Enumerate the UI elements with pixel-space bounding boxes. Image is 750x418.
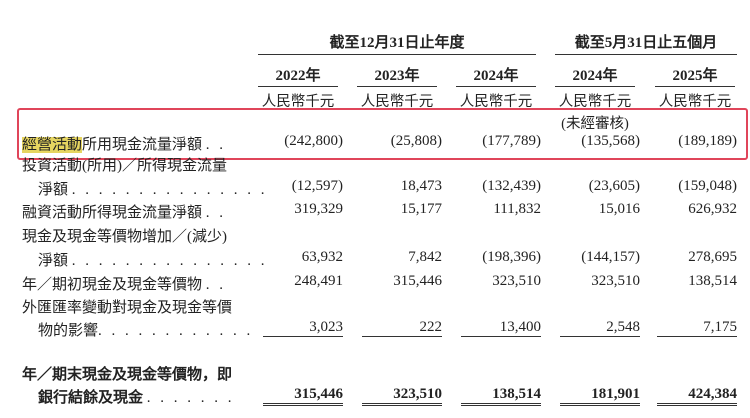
header-group-year-ended: 截至12月31日止年度 <box>258 31 536 55</box>
table-cell-value: 315,446 <box>263 386 343 406</box>
table-cell-value: 315,446 <box>393 273 442 289</box>
year-2024: 2024年 <box>456 64 536 87</box>
label-text: 銀行結餘及現金 <box>38 390 144 406</box>
unit-label: 人民幣千元 <box>360 94 434 110</box>
row-label-closing-cash: 年／期末現金及現金等價物，即 <box>22 367 233 383</box>
leader-dots: . . . . . . . . . . . . . . . <box>71 182 268 198</box>
table-cell-value: 323,510 <box>591 273 640 289</box>
unit-label: 人民幣千元 <box>261 94 335 110</box>
label-text: 年／期初現金及現金等價物 <box>22 277 203 293</box>
table-cell-value: 15,177 <box>400 201 442 217</box>
unit-label: 人民幣千元 <box>459 94 533 110</box>
leader-dots: . . <box>205 205 227 221</box>
year-2022: 2022年 <box>258 64 338 87</box>
table-cell-value: 138,514 <box>688 273 737 289</box>
table-cell-value: (25,808) <box>390 133 442 149</box>
leader-dots: . . <box>205 137 227 153</box>
table-cell-value: 15,016 <box>598 201 640 217</box>
row-label-investing: 投資活動(所用)／所得現金流量 <box>22 158 227 174</box>
table-cell-value: 323,510 <box>492 273 541 289</box>
row-label-operating: 經營活動所用現金流量淨額 . . <box>22 133 226 154</box>
table-cell-value: 319,329 <box>294 201 343 217</box>
row-label-closing-cash-cont: 銀行結餘及現金 . . . . . . . <box>38 386 235 407</box>
row-label-net-change-cont: 淨額 . . . . . . . . . . . . . . . <box>38 249 268 270</box>
year-2024-5m: 2024年 <box>555 64 635 87</box>
leader-dots: . . . . . . . . . . . . <box>98 323 254 339</box>
highlighted-text: 經營活動 <box>22 137 83 153</box>
row-label-net-change: 現金及現金等價物增加／(減少) <box>22 229 227 245</box>
row-label-fx-effect: 外匯匯率變動對現金及現金等價 <box>22 300 233 316</box>
unit-label: 人民幣千元 <box>558 94 632 110</box>
table-cell-value: (189,189) <box>678 133 737 149</box>
table-cell-value: 278,695 <box>688 249 737 265</box>
row-label-opening-cash: 年／期初現金及現金等價物 . . <box>22 273 226 294</box>
leader-dots: . . . . . . . <box>146 390 235 406</box>
table-cell-value: (144,157) <box>581 249 640 265</box>
table-cell-value: (242,800) <box>284 133 343 149</box>
table-cell-value: (12,597) <box>291 178 343 194</box>
table-cell-value: 626,932 <box>688 201 737 217</box>
highlight-box <box>17 108 748 160</box>
table-cell-value: 13,400 <box>461 319 541 337</box>
year-2023: 2023年 <box>357 64 437 87</box>
unaudited-label: (未經審核) <box>561 116 629 132</box>
row-label-investing-cont: 淨額 . . . . . . . . . . . . . . . <box>38 178 268 199</box>
table-cell-value: (177,789) <box>482 133 541 149</box>
table-cell-value: (159,048) <box>678 178 737 194</box>
table-cell-value: 63,932 <box>301 249 343 265</box>
table-cell-value: 2,548 <box>560 319 640 337</box>
table-cell-value: (23,605) <box>588 178 640 194</box>
table-cell-value: 323,510 <box>362 386 442 406</box>
leader-dots: . . <box>205 277 227 293</box>
table-cell-value: (198,396) <box>482 249 541 265</box>
table-cell-value: (135,568) <box>581 133 640 149</box>
label-text: 物的影響 <box>38 323 99 339</box>
leader-dots: . . . . . . . . . . . . . . . <box>71 253 268 269</box>
table-cell-value: 7,842 <box>408 249 442 265</box>
row-label-fx-effect-cont: 物的影響. . . . . . . . . . . . <box>38 319 253 340</box>
table-cell-value: 181,901 <box>560 386 640 406</box>
table-cell-value: 111,832 <box>493 201 541 217</box>
table-cell-value: 7,175 <box>657 319 737 337</box>
year-2025-5m: 2025年 <box>655 64 735 87</box>
header-group-five-months: 截至5月31日止五個月 <box>555 31 737 55</box>
table-cell-value: 18,473 <box>400 178 442 194</box>
table-cell-value: 248,491 <box>294 273 343 289</box>
label-text: 淨額 <box>38 253 69 269</box>
table-cell-value: 3,023 <box>263 319 343 337</box>
table-cell-value: 424,384 <box>657 386 737 406</box>
table-cell-value: 138,514 <box>461 386 541 406</box>
unit-label: 人民幣千元 <box>658 94 732 110</box>
table-cell-value: (132,439) <box>482 178 541 194</box>
label-text: 淨額 <box>38 182 69 198</box>
table-cell-value: 222 <box>362 319 442 337</box>
row-label-financing: 融資活動所得現金流量淨額 . . <box>22 201 226 222</box>
label-text: 所用現金流量淨額 <box>82 137 203 153</box>
label-text: 融資活動所得現金流量淨額 <box>22 205 203 221</box>
